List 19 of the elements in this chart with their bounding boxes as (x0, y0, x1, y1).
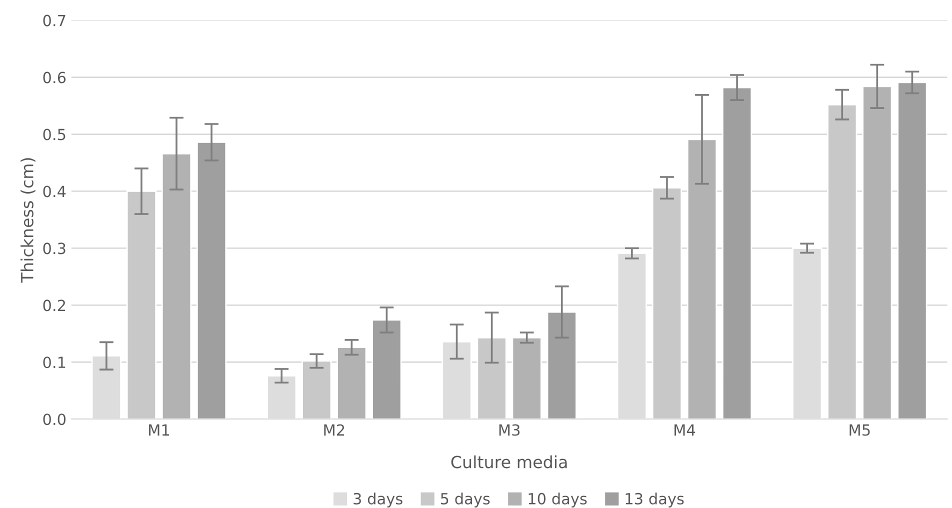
legend-label: 13 days (626, 492, 684, 508)
y-tick-label: 0.5 (43, 128, 66, 140)
y-tick-label: 0.2 (43, 300, 66, 312)
y-tick-label: 0.3 (43, 242, 66, 254)
y-tick-label: 0.7 (43, 14, 66, 26)
legend-label: 3 days (354, 492, 402, 508)
x-tick-label: M3 (499, 424, 520, 436)
legend-label: 10 days (528, 492, 587, 508)
y-axis-title: Thickness (cm) (20, 158, 36, 283)
y-tick-label: 0.1 (43, 356, 66, 368)
y-tick-label: 0.4 (43, 186, 66, 198)
x-axis-title: Culture media (451, 455, 567, 468)
x-tick-label: M4 (674, 424, 696, 436)
legend-label: 5 days (440, 492, 490, 508)
y-tick-label: 0.6 (43, 72, 66, 84)
y-tick-label: 0.0 (43, 414, 66, 426)
x-tick-label: M1 (149, 424, 170, 436)
x-tick-label: M2 (324, 424, 344, 436)
x-tick-label: M5 (850, 424, 870, 436)
